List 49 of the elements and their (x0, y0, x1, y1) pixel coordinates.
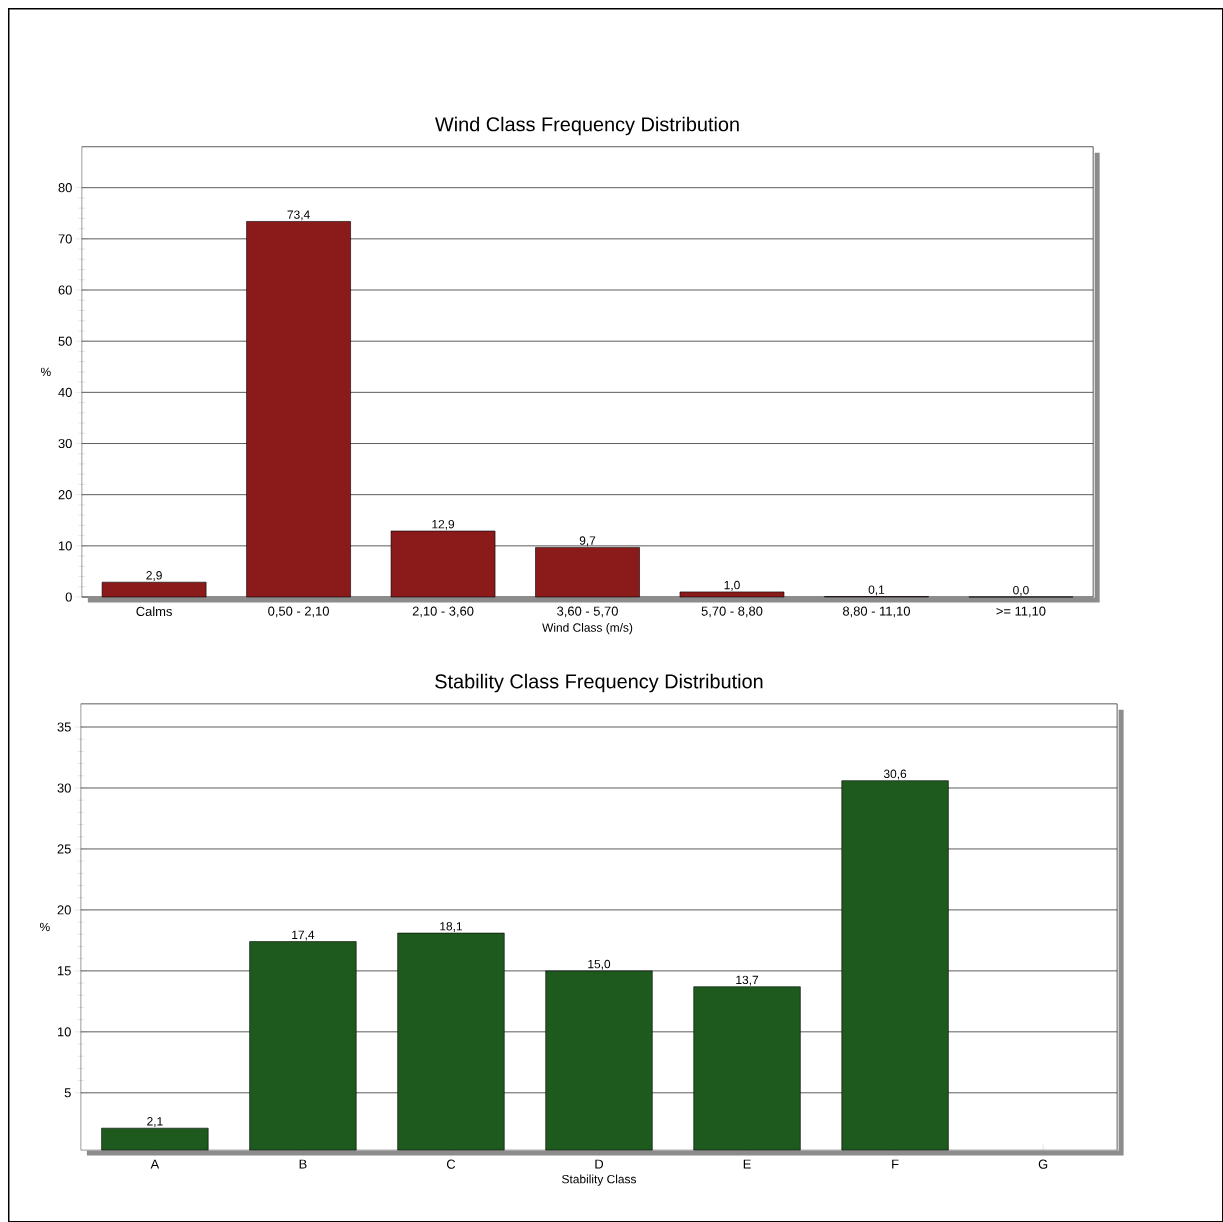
x-tick-label: G (1038, 1159, 1048, 1169)
x-tick-label: D (595, 1159, 604, 1169)
y-tick-label: 50 (58, 336, 72, 346)
data-label: 2,9 (146, 571, 162, 581)
x-tick-label: Calms (136, 606, 172, 617)
x-tick-label: B (299, 1159, 307, 1169)
x-tick-label: A (150, 1159, 160, 1169)
chart-title: Wind Class Frequency Distribution (435, 116, 739, 136)
y-tick-label: 20 (57, 905, 71, 915)
y-tick-label: 30 (57, 783, 71, 793)
x-axis-title: Stability Class (562, 1174, 637, 1186)
y-tick-label: 60 (58, 285, 72, 295)
data-label: 73,4 (287, 210, 310, 221)
y-tick-label: 30 (58, 438, 72, 449)
x-tick-label: F (892, 1159, 899, 1169)
data-label: 30,6 (883, 769, 907, 780)
y-tick-label: 10 (57, 1027, 71, 1037)
data-label: 15,0 (588, 959, 611, 970)
data-label: 18,1 (440, 922, 462, 932)
y-axis-title: % (39, 922, 50, 932)
y-tick-label: 0 (65, 592, 72, 602)
y-tick-label: 25 (57, 844, 71, 854)
y-tick-label: 15 (57, 966, 71, 976)
x-tick-label: 5,70 - 8,80 (701, 606, 763, 618)
y-tick-label: 35 (57, 722, 71, 732)
y-tick-label: 5 (64, 1088, 71, 1098)
data-label: 0,0 (1013, 585, 1029, 596)
y-tick-label: 70 (58, 234, 72, 244)
x-tick-label: 0,50 - 2,10 (268, 606, 329, 618)
x-tick-label: C (446, 1159, 456, 1169)
data-label: 0,1 (868, 585, 885, 596)
data-label: 1,0 (724, 580, 740, 591)
y-tick-label: 80 (58, 183, 72, 193)
x-tick-label: E (743, 1159, 751, 1169)
y-tick-label: 10 (58, 541, 72, 551)
data-label: 9,7 (579, 536, 596, 547)
x-axis-title: Wind Class (m/s) (542, 623, 633, 635)
y-tick-label: 20 (58, 490, 72, 500)
data-label: 17,4 (292, 930, 315, 941)
y-tick-label: 40 (58, 387, 72, 397)
chart-title: Stability Class Frequency Distribution (435, 673, 763, 693)
data-label: 2,1 (147, 1117, 163, 1127)
y-axis-title: % (40, 367, 51, 377)
x-tick-label: >= 11,10 (996, 606, 1046, 618)
x-tick-label: 8,80 - 11,10 (842, 606, 910, 618)
data-label: 12,9 (432, 519, 455, 530)
x-tick-label: 2,10 - 3,60 (412, 606, 474, 618)
data-label: 13,7 (736, 975, 759, 986)
x-tick-label: 3,60 - 5,70 (557, 606, 618, 618)
